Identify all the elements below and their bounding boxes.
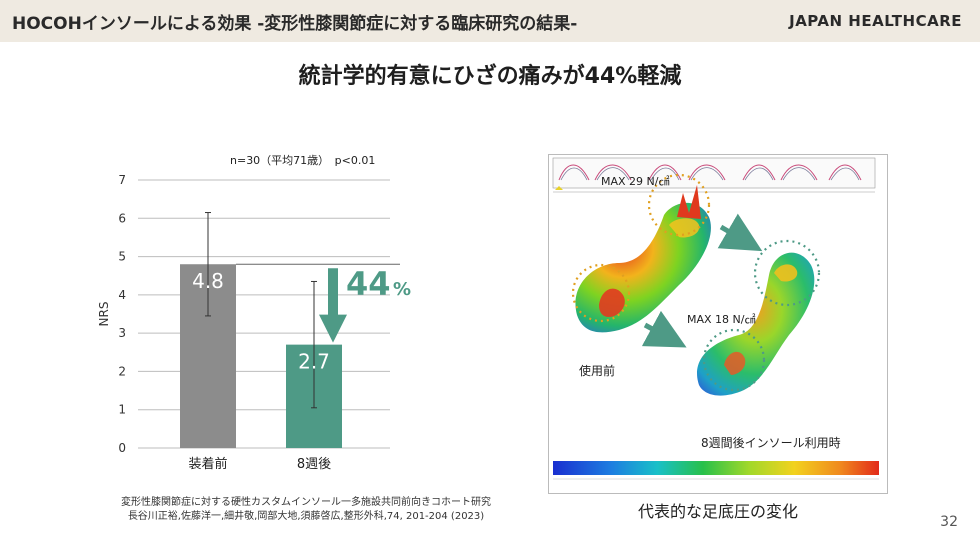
chart-annotation: n=30（平均71歳） p<0.01 — [230, 154, 375, 167]
y-tick-label: 0 — [118, 441, 126, 455]
waveform-panel — [552, 157, 876, 189]
pressure-color-scale — [553, 461, 879, 475]
brand-logo: JAPAN HEALTHCARE — [789, 12, 962, 30]
citation: 変形性膝関節症に対する硬性カスタムインソール一多施設共同前向きコホート研究 長谷… — [96, 496, 516, 524]
y-tick-label: 3 — [118, 326, 126, 340]
arrow-toe — [717, 213, 763, 252]
header-bar: HOCOHインソールによる効果 -変形性膝関節症に対する臨床研究の結果- JAP… — [0, 0, 980, 42]
value-label-2: 2.7 — [298, 350, 330, 374]
highlight-toe-before — [647, 173, 711, 237]
y-tick-label: 5 — [118, 250, 126, 264]
slide-title: HOCOHインソールによる効果 -変形性膝関節症に対する臨床研究の結果- — [12, 14, 578, 34]
reduction-unit: % — [393, 279, 411, 300]
reduction-label: 44 — [346, 265, 391, 303]
nrs-bar-chart: n=30（平均71歳） p<0.01 0 1 2 3 4 5 6 7 NRS 4.8 装着前 2.7 8週… — [97, 154, 411, 472]
citation-line-1: 変形性膝関節症に対する硬性カスタムインソール一多施設共同前向きコホート研究 — [121, 497, 491, 508]
category-label-2: 8週後 — [297, 457, 331, 472]
reduction-arrow — [319, 268, 347, 343]
y-tick-label: 7 — [118, 173, 126, 187]
label-before: 使用前 — [579, 364, 616, 378]
y-tick-label: 2 — [118, 364, 126, 378]
max-label-after: MAX 18 N/㎠ — [687, 313, 756, 326]
value-label-1: 4.8 — [192, 269, 224, 293]
foot-pressure-figure: MAX 29 N/㎠ MAX 18 N/㎠ 使用前 8週間後インソール利用時 — [548, 154, 888, 494]
y-tick-label: 4 — [118, 288, 126, 302]
category-label-1: 装着前 — [188, 456, 227, 472]
foot-pressure-graphic — [552, 157, 879, 480]
highlight-toe-after — [753, 239, 821, 307]
max-label-before: MAX 29 N/㎠ — [601, 175, 670, 188]
highlight-heel-after — [702, 328, 766, 392]
page-number: 32 — [940, 514, 958, 530]
waveform-line-b — [560, 167, 860, 181]
highlight-heel-before — [571, 263, 631, 323]
headline: 統計学的有意にひざの痛みが44%軽減 — [298, 64, 682, 89]
citation-line-2: 長谷川正裕,佐藤洋一,細井敬,岡部大地,須藤啓広,整形外科,74, 201-20… — [127, 511, 485, 522]
figure-caption: 代表的な足底圧の変化 — [637, 502, 798, 521]
y-tick-label: 1 — [118, 403, 126, 417]
y-axis-label: NRS — [97, 302, 111, 327]
arrow-heel — [641, 310, 687, 348]
y-tick-label: 6 — [118, 211, 126, 225]
label-after: 8週間後インソール利用時 — [701, 436, 841, 450]
waveform-line-a — [558, 164, 862, 181]
